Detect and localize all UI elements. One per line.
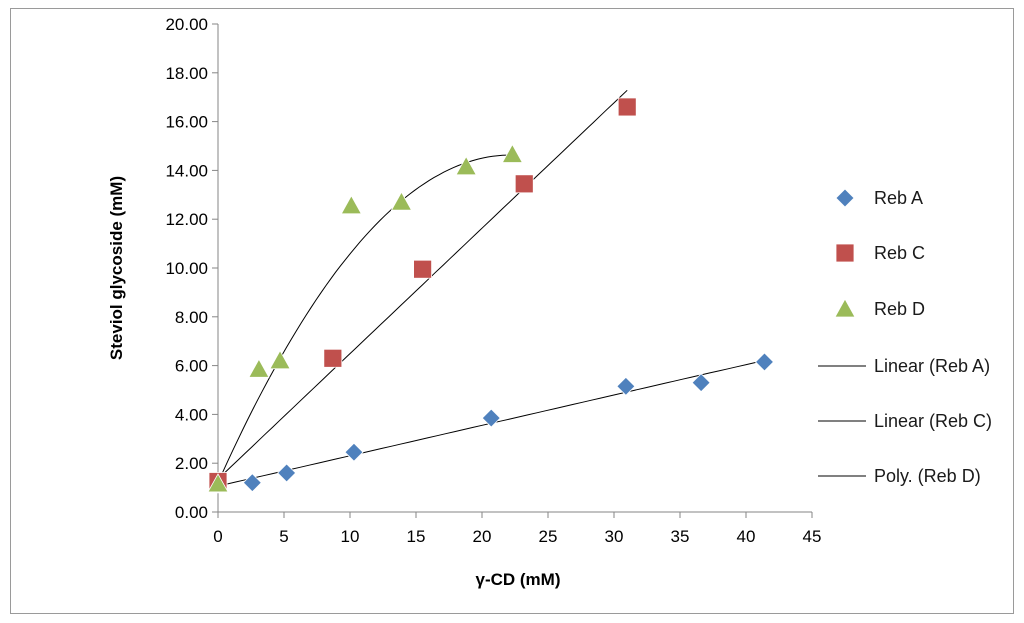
x-tick-label: 25 bbox=[539, 527, 558, 546]
y-tick-label: 2.00 bbox=[175, 454, 208, 473]
legend-marker-reb-d bbox=[834, 298, 856, 318]
reb-c-point bbox=[413, 259, 433, 279]
x-axis-title: γ-CD (mM) bbox=[476, 570, 561, 589]
x-tick-label: 45 bbox=[803, 527, 822, 546]
reb-d-point bbox=[501, 143, 524, 163]
legend-label-reb-a: Reb A bbox=[874, 188, 923, 208]
x-tick-label: 40 bbox=[737, 527, 756, 546]
reb-d-point bbox=[390, 191, 413, 211]
y-tick-label: 18.00 bbox=[165, 64, 208, 83]
reb-d-point bbox=[248, 358, 270, 378]
y-tick-label: 6.00 bbox=[175, 357, 208, 376]
y-tick-label: 10.00 bbox=[165, 259, 208, 278]
legend-label-trend: Linear (Reb A) bbox=[874, 356, 990, 376]
reb-a-point bbox=[242, 473, 262, 493]
reb-d-point bbox=[455, 155, 477, 176]
legend-label-trend: Linear (Reb C) bbox=[874, 411, 992, 431]
legend-marker-reb-a bbox=[835, 188, 855, 208]
reb-a-point bbox=[481, 408, 501, 428]
reb-a-point bbox=[344, 442, 364, 462]
x-tick-label: 5 bbox=[279, 527, 288, 546]
x-tick-label: 30 bbox=[605, 527, 624, 546]
reb-a-point bbox=[277, 463, 297, 483]
legend-label-reb-d: Reb D bbox=[874, 299, 925, 319]
reb-c-point bbox=[323, 348, 343, 368]
y-tick-label: 16.00 bbox=[165, 113, 208, 132]
y-tick-label: 8.00 bbox=[175, 308, 208, 327]
trendline-linear-reb-c bbox=[217, 89, 628, 480]
legend-marker-reb-c bbox=[835, 243, 855, 263]
x-tick-label: 15 bbox=[407, 527, 426, 546]
x-tick-label: 35 bbox=[671, 527, 690, 546]
y-tick-label: 4.00 bbox=[175, 405, 208, 424]
x-tick-label: 20 bbox=[473, 527, 492, 546]
reb-d-point bbox=[269, 349, 291, 370]
legend-label-reb-c: Reb C bbox=[874, 243, 925, 263]
y-tick-label: 0.00 bbox=[175, 503, 208, 522]
reb-c-point bbox=[514, 174, 534, 194]
y-tick-label: 20.00 bbox=[165, 15, 208, 34]
reb-d-point bbox=[207, 473, 229, 493]
reb-c-point bbox=[617, 97, 637, 117]
reb-d-point bbox=[340, 194, 362, 215]
legend-label-trend: Poly. (Reb D) bbox=[874, 466, 981, 486]
reb-a-point bbox=[691, 373, 711, 393]
trendline-poly-reb-d bbox=[217, 154, 513, 483]
y-axis-title: Steviol glycoside (mM) bbox=[107, 176, 126, 360]
x-tick-label: 0 bbox=[213, 527, 222, 546]
y-tick-label: 12.00 bbox=[165, 210, 208, 229]
y-tick-label: 14.00 bbox=[165, 161, 208, 180]
x-tick-label: 10 bbox=[341, 527, 360, 546]
reb-a-point bbox=[616, 376, 636, 396]
reb-a-point bbox=[754, 352, 775, 372]
